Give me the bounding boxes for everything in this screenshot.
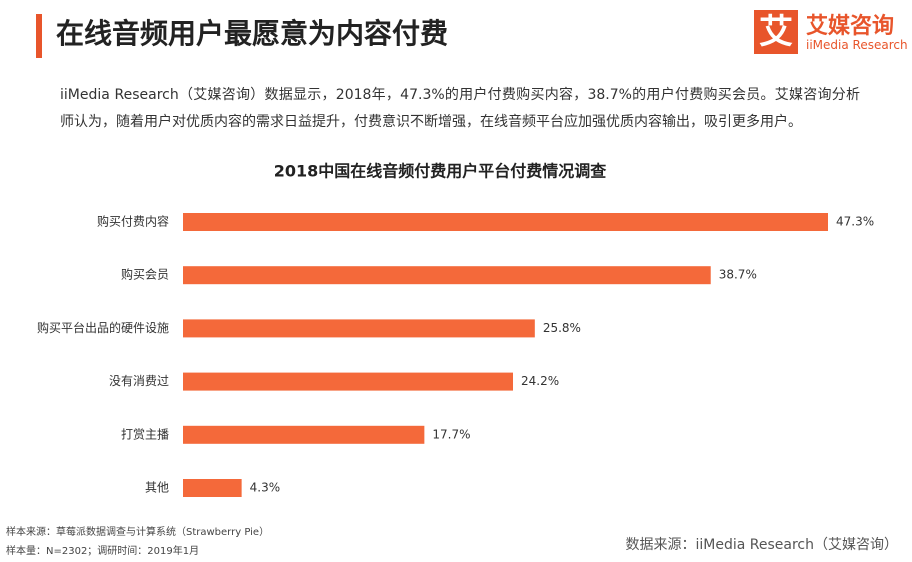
title-accent	[36, 14, 42, 58]
logo-english: iiMedia Research	[806, 38, 908, 52]
category-label: 其他	[145, 481, 169, 495]
logo-name: 艾媒咨询	[806, 14, 895, 39]
bar	[183, 213, 828, 231]
category-label: 购买付费内容	[97, 214, 169, 229]
category-label: 购买会员	[121, 267, 169, 282]
bar	[183, 266, 711, 285]
value-label: 25.8%	[543, 321, 581, 335]
value-label: 38.7%	[719, 268, 757, 282]
bar	[183, 425, 425, 444]
bar	[183, 319, 535, 338]
value-label: 24.2%	[521, 374, 559, 388]
category-label: 没有消费过	[109, 373, 169, 388]
chart: 2018中国在线音频付费用户平台付费情况调查 购买付费内容 47.3% 购买会员 38…	[37, 162, 874, 497]
bar	[183, 372, 513, 391]
page-title: 在线音频用户最愿意为内容付费	[56, 17, 449, 50]
sample-source: 样本来源：草莓派数据调查与计算系统（Strawberry Pie）	[6, 527, 270, 538]
logo-icon: 艾	[754, 10, 798, 54]
bar	[183, 479, 242, 497]
category-label: 购买平台出品的硬件设施	[37, 320, 169, 335]
value-label: 47.3%	[836, 215, 874, 229]
data-source: 数据来源：iiMedia Research（艾媒咨询）	[625, 537, 899, 553]
value-label: 17.7%	[432, 427, 470, 441]
value-label: 4.3%	[250, 481, 280, 495]
sample-size: 样本量：N=2302；调研时间：2019年1月	[6, 546, 200, 557]
paragraph: iiMedia Research（艾媒咨询）数据显示，2018年，47.3%的用…	[60, 87, 860, 130]
category-label: 打赏主播	[121, 427, 169, 441]
chart-title: 2018中国在线音频付费用户平台付费情况调查	[274, 162, 607, 181]
